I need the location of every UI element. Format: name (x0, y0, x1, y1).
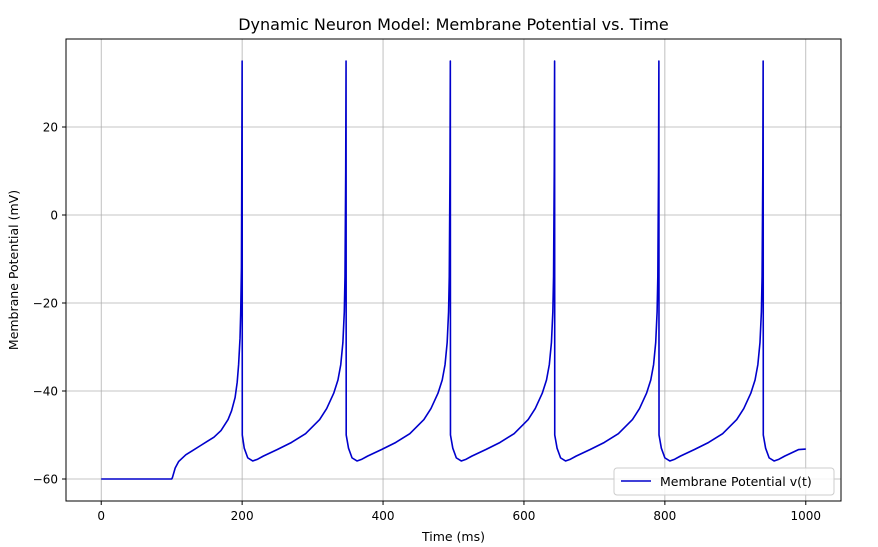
series-line-membrane-potential (101, 60, 806, 480)
x-tick-label: 0 (97, 509, 105, 523)
y-axis-label: Membrane Potential (mV) (6, 190, 21, 350)
y-tick-label: −60 (33, 473, 58, 487)
x-tick-label: 600 (513, 509, 536, 523)
y-tick-label: 20 (43, 121, 58, 135)
legend-entry-membrane-potential: Membrane Potential v(t) (660, 474, 812, 489)
chart-title: Dynamic Neuron Model: Membrane Potential… (238, 15, 669, 34)
x-tick-label: 1000 (790, 509, 821, 523)
x-tick-label: 800 (653, 509, 676, 523)
y-tick-label: −20 (33, 297, 58, 311)
legend-box (613, 467, 835, 496)
x-tick-label: 200 (231, 509, 254, 523)
plot-area (101, 60, 806, 480)
axis-ticks: 0 200 400 600 800 1000 −60 −40 −20 0 20 (33, 121, 821, 524)
x-tick-label: 400 (372, 509, 395, 523)
x-axis-label: Time (ms) (421, 529, 485, 544)
axes-frame (65, 38, 842, 502)
legend: Membrane Potential v(t) (613, 467, 835, 496)
y-tick-label: 0 (50, 209, 58, 223)
grid-lines (66, 39, 841, 501)
y-tick-label: −40 (33, 385, 58, 399)
